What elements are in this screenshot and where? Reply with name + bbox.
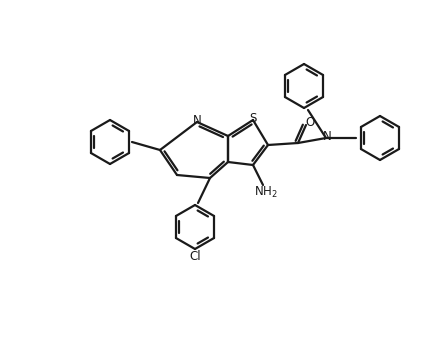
Text: S: S (249, 113, 257, 126)
Text: O: O (305, 117, 315, 130)
Text: N: N (323, 130, 331, 143)
Text: Cl: Cl (189, 251, 201, 264)
Text: NH$_2$: NH$_2$ (254, 184, 278, 200)
Text: N: N (192, 114, 201, 127)
